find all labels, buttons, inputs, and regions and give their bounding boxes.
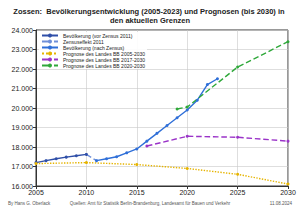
svg-text:Bevölkerung (vor Zensus 2011): Bevölkerung (vor Zensus 2011) bbox=[63, 32, 133, 39]
svg-text:Prognose des Landes BB 2017-20: Prognose des Landes BB 2017-2030 bbox=[63, 56, 145, 63]
svg-text:21.000: 21.000 bbox=[12, 85, 34, 92]
svg-text:By Hans G. Oberlack: By Hans G. Oberlack bbox=[8, 201, 51, 206]
svg-text:2010: 2010 bbox=[79, 189, 95, 196]
svg-text:2030: 2030 bbox=[280, 189, 296, 196]
svg-text:23.000: 23.000 bbox=[12, 46, 34, 53]
svg-text:Bevölkerung (nach Zensus): Bevölkerung (nach Zensus) bbox=[63, 44, 125, 51]
svg-text:2005: 2005 bbox=[28, 189, 44, 196]
svg-text:Zossen: Bevölkerungsentwicklu: Zossen: Bevölkerungsentwicklung (2005-20… bbox=[13, 7, 286, 16]
svg-text:22.000: 22.000 bbox=[12, 66, 34, 73]
svg-text:18.000: 18.000 bbox=[12, 144, 34, 151]
svg-text:19.000: 19.000 bbox=[12, 124, 34, 131]
svg-text:24.000: 24.000 bbox=[12, 27, 34, 34]
svg-text:Prognose des Landes BB 2020-20: Prognose des Landes BB 2020-2030 bbox=[63, 63, 145, 69]
svg-text:Quellen: Amt für Statistik Ber: Quellen: Amt für Statistik Berlin-Brande… bbox=[70, 201, 231, 206]
svg-text:16.000: 16.000 bbox=[11, 182, 33, 190]
svg-text:2025: 2025 bbox=[230, 189, 246, 196]
svg-text:Zensuseffekt 2011: Zensuseffekt 2011 bbox=[63, 38, 104, 45]
svg-text:2015: 2015 bbox=[129, 189, 145, 196]
svg-text:Prognose des Landes BB 2005-20: Prognose des Landes BB 2005-2030 bbox=[63, 50, 145, 57]
svg-text:20.000: 20.000 bbox=[12, 105, 34, 112]
svg-text:2020: 2020 bbox=[179, 189, 195, 196]
svg-text:den aktuellen Grenzen: den aktuellen Grenzen bbox=[110, 16, 190, 25]
svg-text:17.000: 17.000 bbox=[12, 163, 34, 170]
svg-text:11.08.2024: 11.08.2024 bbox=[270, 201, 293, 206]
